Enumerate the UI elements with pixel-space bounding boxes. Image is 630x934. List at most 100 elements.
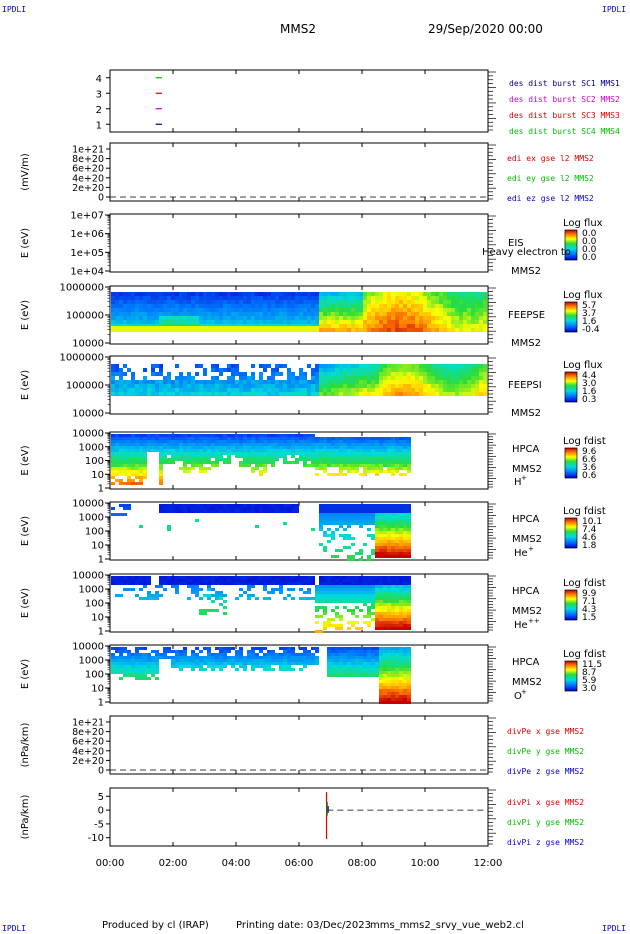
hpca_he2-cell [367, 621, 371, 624]
hpca_h-cell [247, 434, 251, 437]
feepse-cell [119, 300, 123, 304]
hpca_he1-cell [267, 507, 271, 510]
hpca_h-cell [159, 476, 163, 479]
feepse-cell [155, 304, 159, 308]
feepse-cell [351, 320, 355, 324]
hpca_h-cell [127, 449, 131, 452]
hpca_h-cell [123, 464, 127, 467]
hpca_h-cell [207, 455, 211, 458]
hpca_o-cell [219, 662, 223, 665]
hpca_he1-cell [291, 504, 295, 507]
feepse-cell [219, 292, 223, 296]
hpca_he2-cell [139, 597, 143, 600]
hpca_h-cell [327, 461, 331, 464]
hpca_he2-cell [203, 582, 207, 585]
hpca_he2-cell [187, 579, 191, 582]
hpca_he1-cell [327, 510, 331, 513]
hpca_h-cell [303, 452, 307, 455]
feepsi-cell [123, 364, 127, 368]
feepsi-cell [219, 380, 223, 384]
feepsi-cell [351, 388, 355, 392]
hpca_he2-cell [355, 606, 359, 609]
hpca_o-cell [151, 650, 155, 653]
feepse-cell [315, 296, 319, 300]
eis-ytick-label: 1e+04 [70, 267, 104, 278]
hpca_o-cell [155, 650, 159, 653]
feepsi-cell [199, 392, 203, 396]
hpca_h-cell [127, 473, 131, 476]
hpca_he1-cell [375, 507, 379, 510]
feepsi-cell [267, 364, 271, 368]
hpca_he1-cell [379, 555, 383, 558]
hpca_he2-cell [195, 591, 199, 594]
feepsi-cell [115, 384, 119, 388]
hpca_he1-cell [371, 516, 375, 519]
hpca_h-cell [119, 464, 123, 467]
hpca_he1-cell [255, 504, 259, 507]
feepsi-cell [291, 372, 295, 376]
feepse-cell [235, 292, 239, 296]
hpca_h-cell [327, 458, 331, 461]
hpca_h-cell [135, 446, 139, 449]
hpca_o-cell [387, 692, 391, 695]
feepsi-cell [471, 380, 475, 384]
feepse-cell [423, 320, 427, 324]
hpca_he2-cell [387, 582, 391, 585]
hpca_h-cell [123, 443, 127, 446]
feepsi-cell [223, 388, 227, 392]
feepse-cell [115, 312, 119, 316]
hpca_he1-cell [407, 519, 411, 522]
feepse-cell [347, 300, 351, 304]
feepsi-cell [431, 380, 435, 384]
hpca_h-cell [115, 467, 119, 470]
hpca_o-cell [363, 674, 367, 677]
feepse-cell [171, 304, 175, 308]
hpca_he2-cell [391, 609, 395, 612]
hpca_he2-cell [375, 600, 379, 603]
feepse-cell [327, 292, 331, 296]
hpca_h-cell [135, 440, 139, 443]
hpca_he1-cell [367, 516, 371, 519]
feepsi-cell [239, 380, 243, 384]
hpca_he2-cell [247, 597, 251, 600]
hpca_h-cell [271, 434, 275, 437]
eis-colorbar [564, 229, 578, 261]
feepse-cell [307, 326, 311, 332]
hpca_o-cell [147, 671, 151, 674]
feepsi-cell [155, 392, 159, 396]
hpca_he2-cell [403, 591, 407, 594]
feepse-cell [171, 300, 175, 304]
feepse-cell [147, 300, 151, 304]
divpe-ytick-label: 2e+20 [72, 756, 104, 767]
feepsi-cell [483, 392, 487, 396]
hpca_he1-cell [387, 528, 391, 531]
hpca_he2-cell [367, 588, 371, 591]
feepsi-cell [187, 372, 191, 376]
feepse-cell [327, 308, 331, 312]
feepsi-cell [387, 384, 391, 388]
hpca_o-cell [119, 647, 123, 650]
hpca_h-cell [187, 455, 191, 458]
hpca_o-cell [299, 653, 303, 656]
hpca_h-cell [219, 455, 223, 458]
feepsi-cell [439, 388, 443, 392]
hpca_h-cell [255, 461, 259, 464]
hpca_he1-cell [339, 549, 343, 552]
feepsi-cell [227, 368, 231, 372]
hpca_h-cell [391, 467, 395, 470]
feepse-cell [431, 292, 435, 296]
hpca_h-cell [367, 449, 371, 452]
hpca_h-cell [383, 455, 387, 458]
eis-frame [109, 213, 489, 273]
hpca_he2-cell [403, 624, 407, 627]
hpca_h-cell [263, 470, 267, 473]
hpca_he1-cell [179, 504, 183, 507]
feepsi-cell [175, 380, 179, 384]
feepsi-cell [267, 392, 271, 396]
hpca_he2-cell [387, 621, 391, 624]
feepse-cell [167, 326, 171, 332]
hpca_he1-cell [407, 549, 411, 552]
feepsi-cell [415, 384, 419, 388]
feepsi-cell [459, 384, 463, 388]
hpca_he2-cell [207, 594, 211, 597]
